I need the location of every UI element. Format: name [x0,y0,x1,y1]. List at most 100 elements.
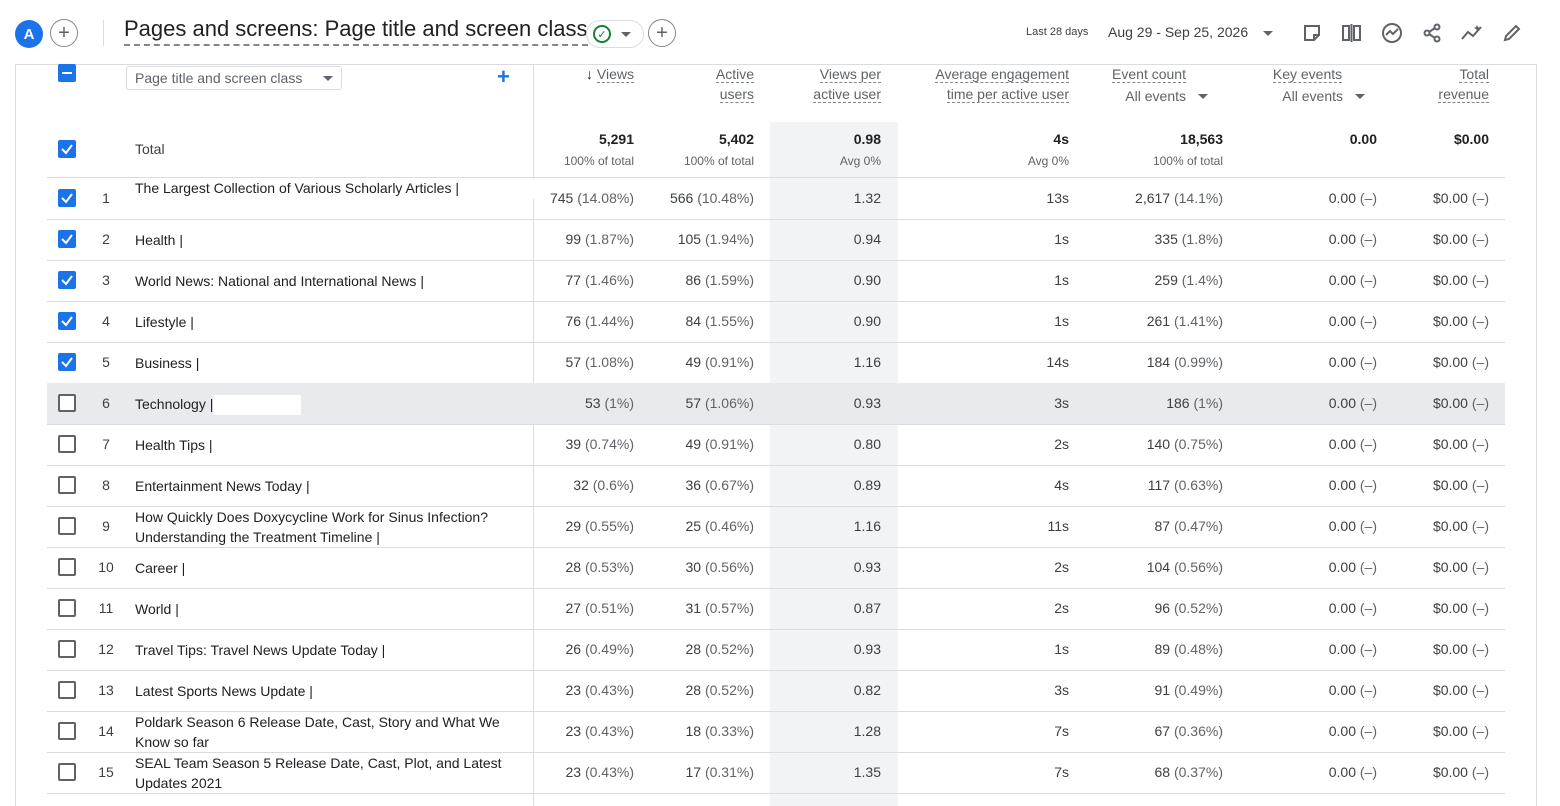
customize-report-icon[interactable] [1300,21,1324,45]
page-title-text[interactable]: How Quickly Does Doxycycline Work for Si… [135,509,488,525]
metric-value: 0.00 [1328,190,1356,206]
row-checkbox[interactable] [58,558,76,576]
column-header-total-revenue[interactable]: Total revenue [1400,64,1489,104]
table-row[interactable]: 12 Travel Tips: Travel News Update Today … [47,629,1505,670]
add-dimension-button[interactable]: + [497,64,510,89]
column-header-key-events[interactable]: Key events All events [1250,64,1365,106]
page-title-cell: Technology | [135,394,535,416]
report-status-dropdown[interactable]: ✓ [586,20,644,48]
column-header-engagement-time[interactable]: Average engagement time per active user [900,64,1069,104]
page-title-text[interactable]: Entertainment News Today | [135,478,310,494]
column-header-views[interactable]: ↓ Views [578,64,634,84]
select-all-checkbox[interactable] [58,64,76,82]
page-title-text[interactable]: Health | [135,232,183,248]
metric-share: (–) [1471,190,1489,206]
row-number: 2 [102,231,110,247]
page-title-text[interactable]: Career | [135,560,186,576]
trend-icon[interactable] [1460,21,1484,45]
metric-share: (–) [1359,723,1377,739]
table-row[interactable]: 11 World | 27 (0.51%) 31 (0.57%) 0.87 2s 96 (0… [47,588,1505,629]
row-checkbox[interactable] [58,435,76,453]
table-row[interactable]: 8 Entertainment News Today | 32 (0.6%) 36 (… [47,465,1505,506]
chevron-down-icon[interactable] [1263,31,1273,36]
page-title-text[interactable]: The Largest Collection of Various Schola… [135,180,459,196]
row-checkbox[interactable] [58,230,76,248]
avatar[interactable]: A [15,20,43,48]
metric-value: 30 [685,559,702,575]
row-checkbox[interactable] [58,517,76,535]
row-checkbox[interactable] [58,599,76,617]
metric-value: 1.16 [853,354,881,370]
divider [47,260,1505,261]
page-title-text[interactable]: Health Tips | [135,437,213,453]
column-header-label: Key events [1272,66,1343,83]
page-title-cell: Career | [135,558,535,578]
metric-share: (–) [1359,641,1377,657]
table-row[interactable]: 15 SEAL Team Season 5 Release Date, Cast,… [47,752,1505,793]
share-icon[interactable] [1420,21,1444,45]
add-filter-button[interactable]: + [648,19,676,47]
column-header-views-per-user[interactable]: Views per active user [770,64,881,104]
row-checkbox[interactable] [58,189,76,207]
metric-cell: $0.00 (–) [1389,682,1489,698]
page-title-text[interactable]: Technology | [135,396,214,412]
table-row[interactable]: 9 How Quickly Does Doxycycline Work for S… [47,506,1505,547]
page-title-text[interactable]: World | [135,601,179,617]
metric-cell: 117 (0.63%) [1083,477,1223,493]
metric-share: (0.43%) [584,764,634,780]
add-comparison-button[interactable]: + [50,19,78,47]
row-checkbox[interactable] [58,394,76,412]
page-title-text[interactable]: Know so far [135,734,209,750]
metric-cell: 0.00 (–) [1257,190,1377,206]
row-checkbox[interactable] [58,476,76,494]
dimension-select[interactable]: Page title and screen class [126,66,342,90]
metric-value: 17 [685,764,702,780]
page-title-text[interactable]: Travel Tips: Travel News Update Today | [135,642,386,658]
table-row[interactable]: 14 Poldark Season 6 Release Date, Cast, S… [47,711,1505,752]
page-title-text[interactable]: World News: National and International N… [135,273,424,289]
total-row-checkbox[interactable] [58,140,76,158]
metric-value: $0.00 [1432,190,1468,206]
page-title[interactable]: Pages and screens: Page title and screen… [124,16,588,46]
column-header-event-count[interactable]: Event count All events [1090,64,1208,106]
metric-value: 105 [677,231,702,247]
page-title-text[interactable]: Latest Sports News Update | [135,683,313,699]
metric-share: (–) [1359,272,1377,288]
table-row[interactable]: 4 Lifestyle | 76 (1.44%) 84 (1.55%) 0.90 1s 26… [47,301,1505,342]
row-checkbox[interactable] [58,640,76,658]
row-checkbox[interactable] [58,722,76,740]
row-checkbox[interactable] [58,681,76,699]
metric-share: (–) [1359,518,1377,534]
page-title-text[interactable]: Lifestyle | [135,314,194,330]
page-title-text[interactable]: Updates 2021 [135,775,223,791]
metric-cell: 105 (1.94%) [644,231,754,247]
table-row[interactable]: 5 Business | 57 (1.08%) 49 (0.91%) 1.16 14s 18… [47,342,1505,383]
table-row[interactable]: 6 Technology | 53 (1%) 57 (1.06%) 0.93 3s 186 … [47,383,1505,424]
table-row[interactable]: 2 Health | 99 (1.87%) 105 (1.94%) 0.94 1s 335 … [47,219,1505,260]
page-title-text[interactable]: Business | [135,355,200,371]
page-title-text[interactable]: Understanding the Treatment Timeline | [135,529,380,545]
metric-cell: 0.00 (–) [1257,600,1377,616]
table-row[interactable]: 7 Health Tips | 39 (0.74%) 49 (0.91%) 0.80 2s… [47,424,1505,465]
table-row[interactable]: 13 Latest Sports News Update | 23 (0.43%) 2… [47,670,1505,711]
row-checkbox[interactable] [58,353,76,371]
divider [47,793,1505,794]
row-checkbox[interactable] [58,312,76,330]
insights-icon[interactable] [1380,21,1404,45]
table-row[interactable]: 10 Career | 28 (0.53%) 30 (0.56%) 0.93 2s 104 … [47,547,1505,588]
page-title-text[interactable]: Poldark Season 6 Release Date, Cast, Sto… [135,714,500,730]
page-title-text[interactable]: SEAL Team Season 5 Release Date, Cast, P… [135,755,502,771]
row-checkbox[interactable] [58,271,76,289]
table-row[interactable]: 3 World News: National and International … [47,260,1505,301]
metric-share: (0.91%) [704,436,754,452]
page-title-cell: Entertainment News Today | [135,476,535,496]
table-row[interactable]: 1 The Largest Collection of Various Schol… [47,178,1505,219]
sorted-column-highlight [770,122,898,806]
row-checkbox[interactable] [58,763,76,781]
page-title-cell: The Largest Collection of Various Schola… [135,178,535,200]
edit-icon[interactable] [1500,21,1524,45]
metric-value: 2,617 [1135,190,1171,206]
column-header-active-users[interactable]: Active users [640,64,754,104]
compare-icon[interactable] [1340,21,1364,45]
date-range-picker[interactable]: Aug 29 - Sep 25, 2026 [1108,24,1249,40]
